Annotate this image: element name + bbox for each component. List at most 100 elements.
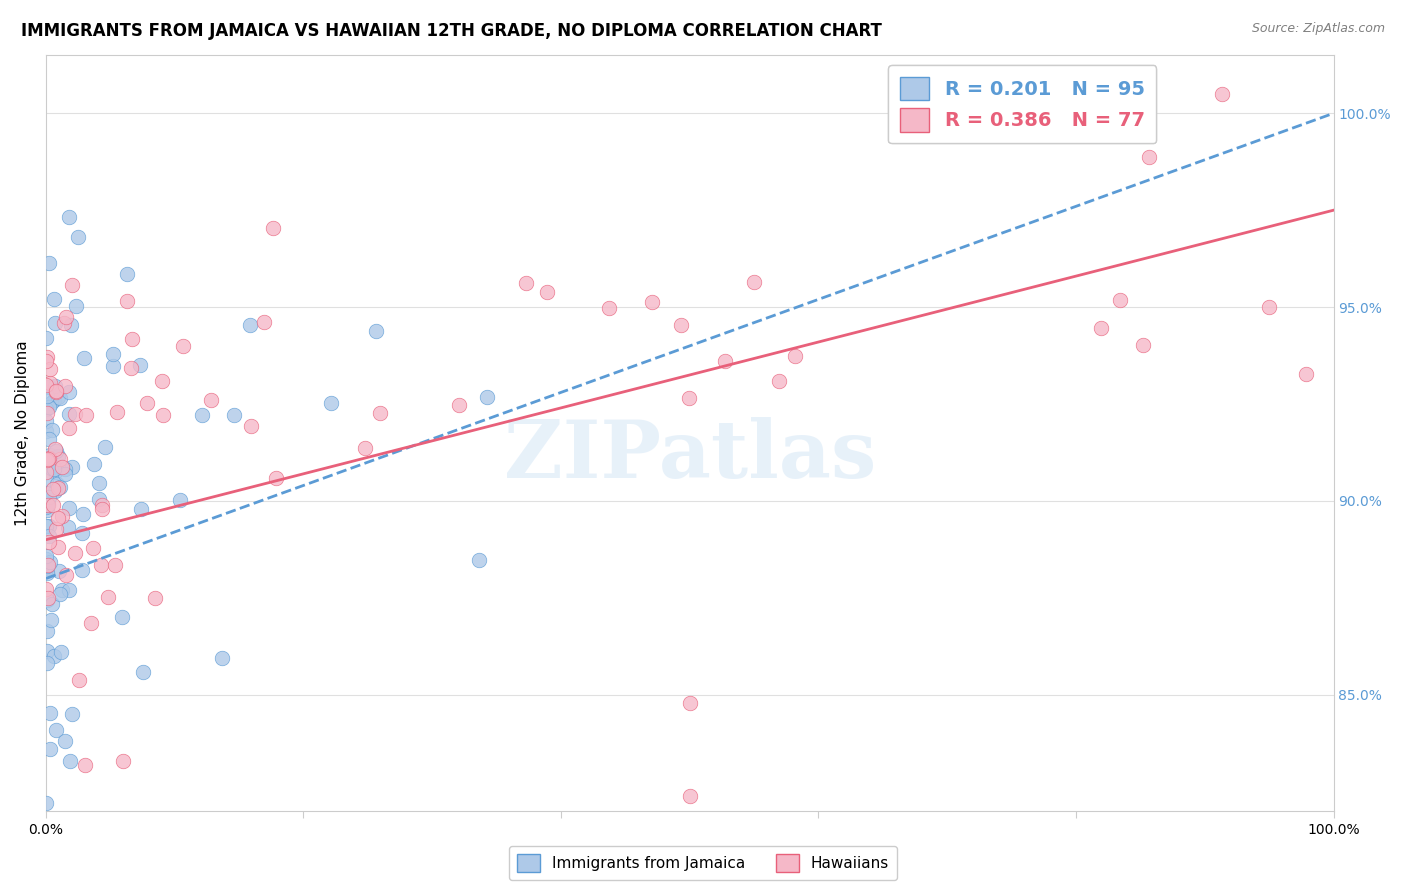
Point <box>35 425 58 439</box>
Y-axis label: 12th Grade, No Diploma: 12th Grade, No Diploma <box>15 340 30 526</box>
Point <box>60 318 83 333</box>
Point <box>742 275 765 289</box>
Point <box>49 391 72 405</box>
Point <box>35 465 58 479</box>
Point <box>35 406 58 420</box>
Point <box>58 407 80 421</box>
Point <box>211 651 233 665</box>
Point <box>38 379 60 393</box>
Point <box>42 499 65 513</box>
Point <box>35 485 58 500</box>
Point <box>59 754 82 768</box>
Point <box>51 582 73 597</box>
Point <box>46 481 69 495</box>
Point <box>468 553 491 567</box>
Point <box>131 665 153 679</box>
Point <box>38 400 60 414</box>
Point <box>44 648 66 663</box>
Point <box>44 484 66 499</box>
Point <box>35 498 58 512</box>
Point <box>48 510 70 524</box>
Point <box>321 395 343 409</box>
Point <box>35 351 58 365</box>
Point <box>65 408 87 422</box>
Point <box>105 405 128 419</box>
Point <box>1090 321 1112 335</box>
Point <box>39 613 62 627</box>
Point <box>73 351 96 366</box>
Point <box>39 448 62 462</box>
Point <box>475 390 498 404</box>
Point <box>1137 151 1160 165</box>
Legend: R = 0.201   N = 95, R = 0.386   N = 77: R = 0.201 N = 95, R = 0.386 N = 77 <box>889 65 1156 144</box>
Point <box>53 734 76 748</box>
Point <box>51 509 73 524</box>
Point <box>121 333 143 347</box>
Point <box>136 395 159 409</box>
Point <box>38 555 60 569</box>
Point <box>143 591 166 605</box>
Point <box>35 551 58 566</box>
Point <box>120 361 142 376</box>
Point <box>44 316 66 330</box>
Point <box>38 432 60 446</box>
Point <box>51 460 73 475</box>
Text: ZIPatlas: ZIPatlas <box>503 417 876 495</box>
Point <box>53 379 76 393</box>
Point <box>112 754 135 768</box>
Point <box>35 566 58 580</box>
Point <box>38 362 60 376</box>
Point <box>48 564 70 578</box>
Point <box>172 339 194 353</box>
Point <box>93 441 115 455</box>
Point <box>1109 293 1132 307</box>
Point <box>35 519 58 533</box>
Point <box>364 324 387 338</box>
Point <box>35 353 58 368</box>
Point <box>129 502 152 516</box>
Point <box>70 526 93 541</box>
Point <box>35 331 58 345</box>
Point <box>63 546 86 560</box>
Point <box>1211 87 1233 101</box>
Point <box>48 452 70 467</box>
Point <box>38 528 60 542</box>
Point <box>83 457 105 471</box>
Point <box>104 558 127 573</box>
Point <box>128 358 150 372</box>
Point <box>1132 338 1154 352</box>
Point <box>39 461 62 475</box>
Point <box>35 503 58 517</box>
Point <box>536 285 558 299</box>
Point <box>82 541 104 555</box>
Point <box>53 467 76 482</box>
Point <box>35 378 58 392</box>
Point <box>41 597 63 611</box>
Point <box>262 221 284 235</box>
Point <box>66 230 89 244</box>
Point <box>368 406 391 420</box>
Point <box>44 443 66 458</box>
Point <box>91 498 114 512</box>
Point <box>45 723 67 737</box>
Point <box>110 610 132 624</box>
Point <box>39 396 62 410</box>
Point <box>35 592 58 607</box>
Point <box>49 480 72 494</box>
Point <box>70 564 93 578</box>
Point <box>35 494 58 508</box>
Point <box>1258 300 1281 314</box>
Point <box>253 315 276 329</box>
Point <box>35 453 58 467</box>
Point <box>783 349 806 363</box>
Point <box>46 477 69 491</box>
Point <box>115 293 138 308</box>
Point <box>35 797 58 811</box>
Point <box>45 384 67 399</box>
Point <box>35 414 58 428</box>
Point <box>97 591 120 605</box>
Point <box>58 520 80 534</box>
Point <box>449 398 471 412</box>
Point <box>1295 367 1317 381</box>
Point <box>72 507 94 521</box>
